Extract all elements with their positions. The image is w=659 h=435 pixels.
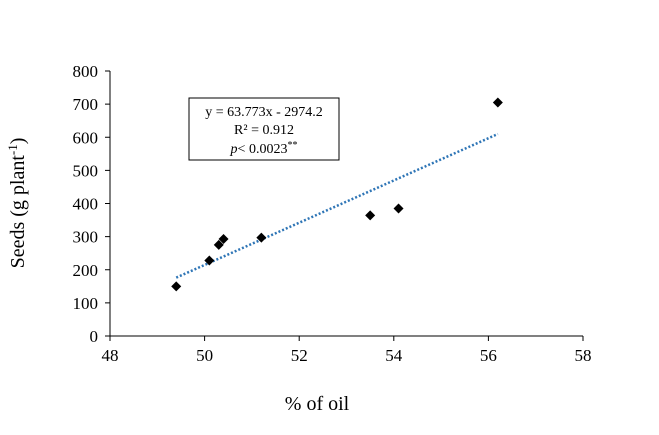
- y-tick-label: 400: [73, 195, 99, 214]
- x-tick-label: 48: [102, 346, 119, 365]
- r-squared: R² = 0.912: [234, 123, 294, 138]
- data-point: [171, 281, 182, 292]
- trendline-line: [175, 132, 499, 279]
- x-tick-label: 50: [196, 346, 213, 365]
- p-value-stars: **: [287, 140, 297, 151]
- y-tick-label: 700: [73, 95, 99, 114]
- x-tick-label: 52: [291, 346, 308, 365]
- y-axis-label-superscript: -1: [5, 144, 20, 155]
- y-axis-label: Seeds (g plant-1): [5, 138, 30, 269]
- data-point: [492, 97, 503, 108]
- y-tick-label: 500: [73, 161, 99, 180]
- p-value-label: p: [230, 142, 238, 157]
- trendline: [175, 132, 499, 279]
- y-tick-label: 800: [73, 62, 99, 81]
- p-value: p< 0.0023**: [230, 140, 298, 158]
- regression-equation: y = 63.773x - 2974.2: [205, 105, 323, 120]
- data-points: [171, 97, 503, 292]
- y-axis-label-suffix: ): [7, 138, 29, 145]
- data-point: [393, 203, 404, 214]
- y-axis-label-text: Seeds (g plant: [7, 155, 29, 269]
- y-tick-label: 600: [73, 128, 99, 147]
- y-tick-label: 0: [90, 327, 99, 346]
- x-axis-label: % of oil: [285, 393, 350, 415]
- p-value-number: < 0.0023: [238, 142, 288, 157]
- data-point: [256, 232, 267, 243]
- x-tick-label: 58: [575, 346, 592, 365]
- annotation-box: [188, 97, 340, 161]
- data-point: [213, 239, 224, 250]
- regression-annotation: y = 63.773x - 2974.2 R² = 0.912 p< 0.002…: [188, 97, 340, 161]
- y-tick-label: 100: [73, 294, 99, 313]
- x-tick-label: 56: [480, 346, 497, 365]
- y-axis-ticks: 0 100 200 300 400 500 600 700 800: [73, 62, 110, 346]
- data-point: [204, 255, 215, 266]
- data-point: [365, 210, 376, 221]
- x-tick-label: 54: [385, 346, 403, 365]
- data-point: [218, 233, 229, 244]
- y-tick-label: 300: [73, 228, 99, 247]
- y-tick-label: 200: [73, 261, 99, 280]
- x-axis-ticks: 48 50 52 54 56 58: [102, 336, 592, 365]
